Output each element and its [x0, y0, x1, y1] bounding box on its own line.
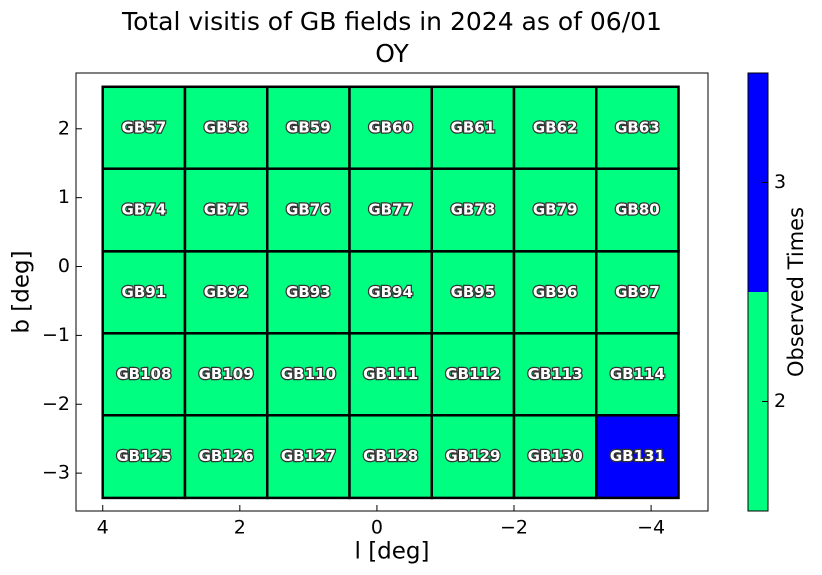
- field-label: GB62: [533, 118, 578, 136]
- field-label: GB74: [122, 201, 167, 219]
- field-label: GB131: [610, 447, 665, 465]
- colorbar-tick-label: 2: [774, 390, 786, 412]
- field-label: GB59: [286, 118, 331, 136]
- colorbar-label: Observed Times: [784, 207, 808, 377]
- field-label: GB114: [610, 365, 665, 383]
- field-label: GB112: [445, 365, 500, 383]
- colorbar-segment: [748, 292, 768, 511]
- field-label: GB110: [281, 365, 336, 383]
- field-label: GB93: [286, 283, 331, 301]
- y-tick-label: 0: [58, 255, 70, 277]
- field-cell: [183, 332, 269, 417]
- field-cell: [101, 250, 187, 335]
- y-axis-label: b [deg]: [9, 250, 35, 333]
- field-label: GB96: [533, 283, 578, 301]
- x-tick-label: 0: [371, 517, 383, 539]
- field-cell: [101, 332, 187, 417]
- plot-frame: [75, 72, 709, 512]
- field-cell: [512, 250, 598, 335]
- field-label: GB128: [363, 447, 418, 465]
- field-label: GB61: [451, 118, 496, 136]
- colorbar-tick-label: 3: [774, 171, 786, 193]
- field-label: GB113: [528, 365, 583, 383]
- y-tick-label: 2: [58, 117, 70, 139]
- y-tick-label: 1: [58, 186, 70, 208]
- colorbar-frame: [747, 72, 769, 512]
- field-label: GB78: [451, 201, 496, 219]
- field-label: GB109: [199, 365, 254, 383]
- field-label: GB76: [286, 201, 331, 219]
- x-tick-label: 2: [234, 517, 246, 539]
- field-cell: [595, 414, 680, 500]
- field-cell: [512, 85, 598, 170]
- field-label: GB95: [451, 283, 496, 301]
- field-label: GB97: [615, 283, 660, 301]
- field-cell: [595, 167, 680, 253]
- x-tick-label: −4: [637, 517, 665, 539]
- x-axis-label: l [deg]: [355, 539, 430, 565]
- field-label: GB92: [204, 283, 249, 301]
- field-cell: [430, 332, 516, 417]
- field-label: GB130: [528, 447, 583, 465]
- field-cell: [183, 167, 269, 253]
- colorbar-segment: [748, 73, 768, 292]
- field-cell: [348, 85, 434, 170]
- field-label: GB111: [363, 365, 418, 383]
- y-tick-label: −1: [42, 324, 70, 346]
- field-label: GB125: [116, 447, 171, 465]
- field-cell: [265, 414, 351, 500]
- field-label: GB60: [368, 118, 413, 136]
- chart-subtitle: OY: [375, 39, 409, 68]
- field-cell: [512, 332, 598, 417]
- field-cell: [265, 250, 351, 335]
- field-cell: [101, 167, 187, 253]
- field-label: GB75: [204, 201, 249, 219]
- field-cell: [348, 414, 434, 500]
- field-label: GB57: [122, 118, 167, 136]
- field-label: GB94: [368, 283, 413, 301]
- field-label: GB129: [445, 447, 500, 465]
- y-tick-label: −3: [42, 462, 70, 484]
- field-cell: [595, 85, 680, 170]
- field-label: GB80: [615, 201, 660, 219]
- field-cell: [101, 414, 187, 500]
- field-label: GB79: [533, 201, 578, 219]
- field-label: GB127: [281, 447, 336, 465]
- field-label: GB108: [116, 365, 171, 383]
- y-tick-label: −2: [42, 393, 70, 415]
- field-label: GB91: [122, 283, 167, 301]
- field-label: GB63: [615, 118, 660, 136]
- field-label: GB77: [368, 201, 413, 219]
- field-cell: [430, 167, 516, 253]
- field-label: GB126: [199, 447, 254, 465]
- field-cell: [348, 167, 434, 253]
- chart-title: Total visitis of GB fields in 2024 as of…: [121, 7, 662, 36]
- field-cell: [183, 414, 269, 500]
- x-tick-label: 4: [97, 517, 109, 539]
- field-cell: [183, 250, 269, 335]
- x-tick-label: −2: [500, 517, 528, 539]
- field-label: GB58: [204, 118, 249, 136]
